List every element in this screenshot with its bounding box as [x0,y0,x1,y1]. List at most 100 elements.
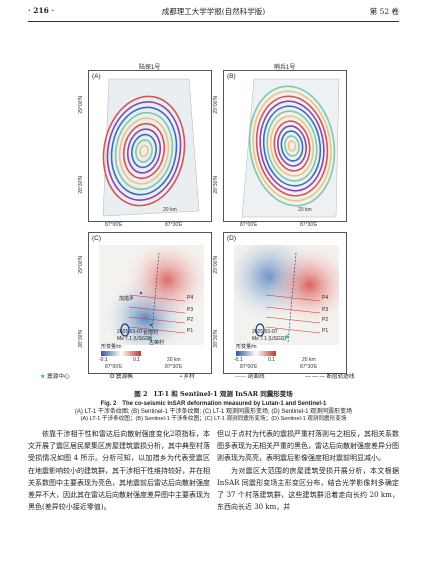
fringe-ring [284,135,300,157]
panel-label: (C) [92,235,102,242]
fringe-ring [255,95,329,197]
magnitude-label: Ms 7.1 (USGS) [252,336,286,342]
scale-bar-label: 20 km [302,357,316,363]
fringe-ring [266,110,318,182]
deformation-map-d: ★ [234,245,339,356]
lon-right-c: 87°30′E [165,364,183,370]
paragraph: 为对震区大范围的房屋建筑受损开展分析，本文根据 InSAR 同震形变场主形变区分… [217,466,399,512]
fringe-ring [135,139,153,163]
profile-point-label: P1 [187,328,194,334]
lon-left-a: 87°00′E [105,222,123,228]
profile-point-label: P3 [187,307,194,313]
legend-fringe: O 震源椭 [110,374,133,380]
lon-left-b: 87°00′E [240,222,258,228]
body-column-right: 但以于点村为代表的震损严重村落则与之相反，其相关系数图多表现为无相关严重的黑色，… [217,428,399,513]
lon-right-b: 87°30′E [300,222,318,228]
fringe-ring [114,111,174,191]
figure-caption-cn: 图 2 LT-1 和 Sentinel-1 观测 InSAR 同震形变场 [134,390,293,398]
legend-village: • 乡村 [180,374,195,380]
fringe-ring [118,117,170,185]
journal-title: 成都理工大学学报(自然科学版) [161,7,266,16]
lat-top-b: 29°00′N [213,96,219,114]
page-number: · 216 · [28,6,55,15]
deformation-map-c: ★ [99,245,204,356]
colorbar-max: 0.1 [268,357,275,363]
event-date: 2025-01-07 [252,329,278,335]
lon-right-d: 87°30′E [300,364,318,370]
panel-label: (D) [227,235,237,242]
fringe-pattern [248,85,336,207]
profile-point-label: P3 [322,307,329,313]
colorbar-min: -0.1 [234,357,243,363]
fringe-ring [106,101,182,201]
paragraph: 依靠干涉相干性和雷达后向散射强度变化2项指标，本文开展了震区居民聚集区房屋建筑震… [28,430,210,512]
fringe-ring [122,122,166,180]
fringe-pattern [102,95,186,207]
lat-bottom-b: 28°30′N [213,176,219,194]
interferogram-a [102,78,200,217]
profile-point-label: P2 [322,317,329,323]
fringe-ring [126,128,162,174]
svg-text:★: ★ [284,333,290,341]
fringe-ring [102,95,186,207]
header-rule [28,21,399,22]
volume-number: 第 52 卷 [369,7,399,16]
legend-epicenter: ★ 震源中心 [40,374,70,380]
lat-bottom-c: 28°30′N [78,330,84,348]
lat-top-c: 29°00′N [78,256,84,274]
colorbar-label: 形变量/m [236,344,257,350]
lon-right-a: 87°30′E [165,222,183,228]
colorbar-label: 形变量/m [101,344,122,350]
fringe-ring [280,130,304,162]
profile-point-label: P4 [322,295,329,301]
figure-caption-en: Fig. 2 The co-seismic InSAR deformation … [100,401,327,407]
legend-profile: —— 剖面线 [235,374,265,380]
legend-fault: — — — 断层轨迹线 [305,374,355,380]
body-column-left: 依靠干涉相干性和雷达后向散射强度变化2项指标，本文开展了震区居民聚集区房屋建筑震… [28,428,210,513]
svg-text:★: ★ [147,334,153,342]
panel-label: (A) [92,73,101,80]
colorbar-max: 0.1 [133,357,140,363]
fringe-ring [287,140,297,152]
fringe-ring [269,115,315,177]
lat-bottom-a: 28°30′N [78,176,84,194]
figure-caption-sub-cn: (A) LT-1 干涉条纹图；(B) Sentinel-1 干涉条纹图；(C) … [80,416,347,422]
fringe-ring [110,106,178,196]
fringe-ring [248,85,336,207]
profile-point-label: P2 [187,317,194,323]
village-label: 长所村 [143,330,159,336]
panel-a: (A) 陆探1号 20 km [88,65,212,222]
lat-top-a: 29°00′N [78,96,84,114]
magnitude-label: Ms 7.1 (USGS) [117,336,151,342]
panel-title: 哨兵1号 [274,65,296,71]
profile-point-label: P1 [322,328,329,334]
panel-b: (B) 哨兵1号 20 km [223,65,347,222]
panel-title: 陆探1号 [139,65,161,71]
panel-d: (D) ★ P4 P3 P2 P1 [223,232,347,374]
lat-bottom-d: 28°30′N [213,330,219,348]
panel-c: (C) ★ [88,232,212,374]
paragraph: 但以于点村为代表的震损严重村落则与之相反，其相关系数图多表现为无相关严重的黑色，… [217,430,399,463]
fringe-ring [139,144,149,158]
panel-label: (B) [227,73,236,80]
figure-legend: ★ 震源中心 O 震源椭 • 乡村 —— 剖面线 — — — 断层轨迹线 [40,372,390,384]
lon-left-d: 87°00′E [240,364,258,370]
fringe-ring [252,90,332,202]
fringe-ring [131,133,157,169]
scale-bar-label: 20 km [167,357,181,363]
scale-bar-label: 20 km [298,207,312,213]
profile-point-label: P4 [187,295,194,301]
lat-top-d: 29°00′N [213,256,219,274]
colorbar-min: -0.1 [99,357,108,363]
figure-caption-en-sub: (A) LT-1 干涉条纹图; (B) Sentinel-1 干涉条纹图; (C… [74,409,353,415]
event-date: 2025-01-07 [117,329,143,335]
fringe-ring [277,125,307,167]
fringe-ring [262,105,322,187]
village-label: 加措乡 [119,296,135,302]
village-label: 古荣村 [149,340,165,346]
fringe-ring [259,100,325,192]
lon-left-c: 87°00′E [105,364,123,370]
interferogram-b [241,78,340,218]
fringe-ring [273,120,311,172]
scale-bar-label: 20 km [163,207,177,213]
